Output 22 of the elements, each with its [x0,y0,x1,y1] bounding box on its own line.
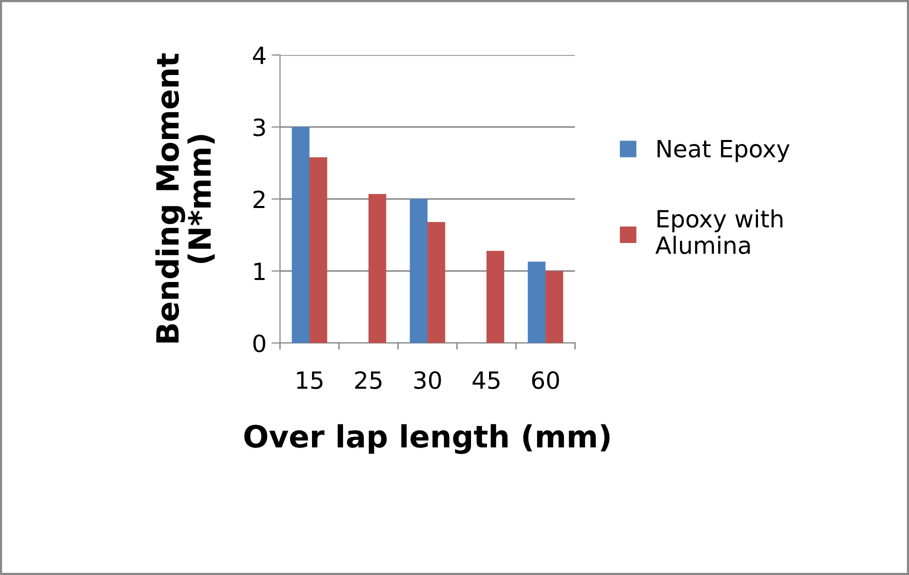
bar [292,127,310,343]
x-tick-label: 60 [532,371,559,390]
x-axis-title: Over lap length (mm) [244,424,610,454]
bar [486,250,504,343]
bar [368,194,386,343]
bar [410,199,428,343]
y-tick-label: 0 [253,334,266,352]
legend-label: Neat Epoxy [658,140,790,162]
y-axis-title: Bending Moment (N*mm) [155,53,215,343]
y-tick-label: 4 [252,46,266,64]
bar [528,262,546,343]
x-tick-label: 30 [414,371,441,390]
x-tick-label: 25 [355,371,382,390]
x-tick-label: 45 [472,372,500,390]
legend-label: Epoxy with Alumina [655,209,782,254]
y-tick-label: 2 [254,190,264,208]
x-tick-label: 15 [297,372,322,390]
y-tick-label: 3 [254,118,265,136]
bar [546,271,564,343]
bar [428,222,446,343]
bar [310,157,328,343]
y-tick-label: 1 [254,262,265,280]
